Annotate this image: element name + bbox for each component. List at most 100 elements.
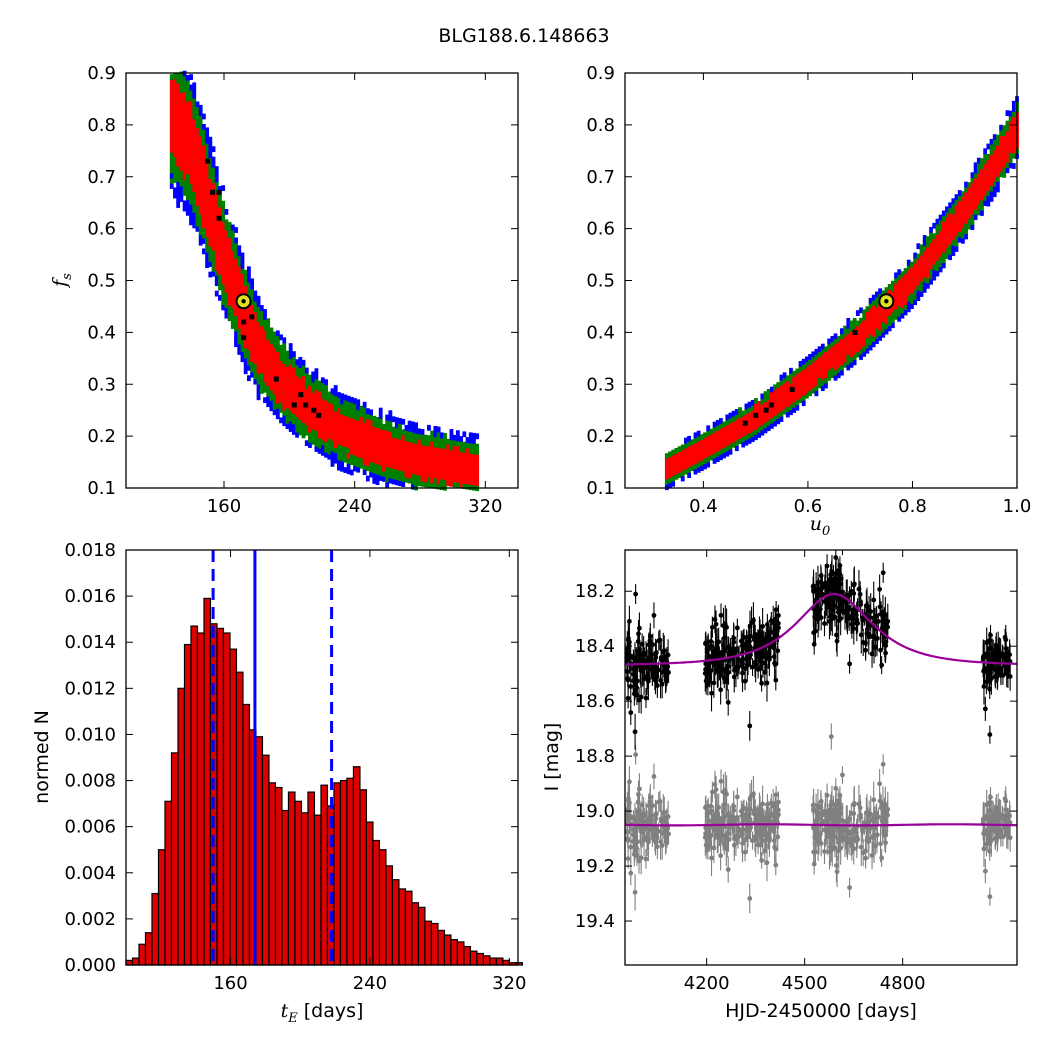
fs-u0-density-cell xyxy=(792,370,797,377)
fs-u0-density-cell xyxy=(1002,130,1007,137)
fs-u0-density-cell xyxy=(903,309,908,316)
fs-tE-density-cell xyxy=(288,400,293,406)
fs-u0-density-cell xyxy=(824,356,828,363)
fs-tE-density-cell xyxy=(169,177,174,184)
fs-tE-density-cell xyxy=(192,165,197,172)
fs-tE-density-cell xyxy=(192,118,197,125)
fs-u0-density-cell xyxy=(941,220,946,227)
fs-tE-density-cell xyxy=(205,148,210,154)
fs-u0-density-cell xyxy=(706,461,711,468)
fs-tE-density-cell xyxy=(372,478,377,484)
fs-tE-density-cell xyxy=(295,405,300,412)
fs-tE-density-cell xyxy=(173,120,177,126)
fs-tE-density-cell xyxy=(224,266,229,272)
fs-u0-density-cell xyxy=(941,257,946,264)
histogram-bar xyxy=(196,632,205,966)
panel-light-curve: 4200 4500 480018.218.418.618.819.019.219.4… xyxy=(541,549,1018,1022)
fs-tE-density-cell xyxy=(353,434,357,441)
fs-tE-density-cell xyxy=(410,431,415,438)
fs-u0-density-cell xyxy=(728,412,733,419)
fs-tE-density-cell xyxy=(237,307,242,314)
fs-tE-density-cell xyxy=(246,364,251,371)
fs-tE-density-cell xyxy=(250,366,255,373)
fs-tE-density-cell xyxy=(266,370,271,376)
data-point xyxy=(838,581,844,587)
fs-u0-density-cell xyxy=(989,154,994,161)
fs-tE-density-cell xyxy=(449,454,454,461)
fs-tE-density-cell xyxy=(308,405,312,412)
fs-u0-density-cell xyxy=(814,348,819,355)
fs-tE-density-cell xyxy=(246,276,251,283)
fs-u0-density-cell xyxy=(750,405,755,411)
fs-tE-density-cell xyxy=(230,250,235,257)
fs-tE-density-cell xyxy=(436,436,441,443)
fs-tE-density-cell xyxy=(317,442,322,449)
fs-tE-density-cell xyxy=(337,443,341,450)
residual-point xyxy=(708,803,714,809)
data-point xyxy=(652,676,658,682)
fs-tE-density-cell xyxy=(407,472,412,479)
fs-u0-density-cell xyxy=(916,279,921,286)
fs-tE-density-cell xyxy=(214,280,219,287)
residual-point xyxy=(858,812,863,818)
fs-tE-density-cell xyxy=(179,123,184,130)
fs-u0-density-cell xyxy=(970,218,975,225)
fs-tE-density-cell xyxy=(410,437,415,443)
fs-tE-density-cell xyxy=(250,278,255,285)
fs-u0-density-cell xyxy=(957,190,962,196)
fs-tE-density-cell xyxy=(356,404,361,411)
fs-u0-density-cell xyxy=(795,404,800,411)
fs-u0-density-cell xyxy=(855,351,860,358)
fs-tE-density-cell xyxy=(266,375,271,382)
data-point xyxy=(744,644,749,649)
data-point xyxy=(703,661,709,667)
fs-tE-density-cell xyxy=(398,480,402,487)
fs-tE-density-cell xyxy=(423,481,428,488)
fs-tE-density-cell xyxy=(298,408,303,415)
fs-u0-density-cell xyxy=(680,460,685,466)
fs-u0-density-cell xyxy=(878,288,883,295)
fs-u0-density-cell xyxy=(706,456,711,463)
fs-tE-density-cell xyxy=(259,320,264,327)
fs-tE-density-cell xyxy=(240,330,245,337)
fs-tE-density-cell xyxy=(169,110,174,117)
fs-u0-density-cell xyxy=(687,451,691,458)
fs-tE-density-cell xyxy=(311,381,316,388)
fs-u0-density-cell xyxy=(1011,147,1016,154)
fs-tE-density-cell xyxy=(185,204,190,211)
fs-u0-density-cell xyxy=(976,199,981,205)
residual-point xyxy=(871,797,877,803)
histogram-bar xyxy=(339,779,348,966)
fs-u0-density-cell xyxy=(852,354,857,361)
fs-u0-density-cell xyxy=(744,424,749,431)
fs-tE-density-cell xyxy=(427,471,431,478)
fs-tE-density-cell xyxy=(266,401,271,408)
fs-tE-density-cell xyxy=(208,235,213,242)
fs-tE-density-cell xyxy=(365,418,370,425)
fs-u0-density-cell xyxy=(999,145,1003,152)
fs-tE-density-cell xyxy=(250,356,255,363)
fs-tE-density-cell xyxy=(420,444,425,451)
fs-tE-density-cell xyxy=(201,129,206,135)
fs-u0-sample-point xyxy=(753,412,759,418)
fs-u0-density-cell xyxy=(894,303,898,310)
fs-tE-density-cell xyxy=(185,163,190,170)
fs-tE-density-cell xyxy=(269,343,274,349)
fs-tE-density-cell xyxy=(195,205,200,212)
fs-u0-density-cell xyxy=(709,439,714,445)
fs-tE-density-cell xyxy=(272,404,277,410)
fs-tE-density-cell xyxy=(182,174,187,181)
fs-tE-density-cell xyxy=(327,396,332,403)
fs-tE-density-cell xyxy=(430,451,435,458)
fs-tE-density-cell xyxy=(195,142,200,149)
fs-tE-density-cell xyxy=(205,179,210,186)
fs-u0-density-cell xyxy=(957,195,962,202)
fs-u0-density-cell xyxy=(820,354,825,360)
fs-tE-density-cell xyxy=(192,196,197,203)
histogram-xtick-label: 160 xyxy=(213,973,247,994)
fs-tE-density-cell xyxy=(343,425,348,432)
fs-tE-density-cell xyxy=(253,352,258,359)
histogram-bar xyxy=(469,950,478,966)
fs-tE-density-cell xyxy=(288,395,293,401)
